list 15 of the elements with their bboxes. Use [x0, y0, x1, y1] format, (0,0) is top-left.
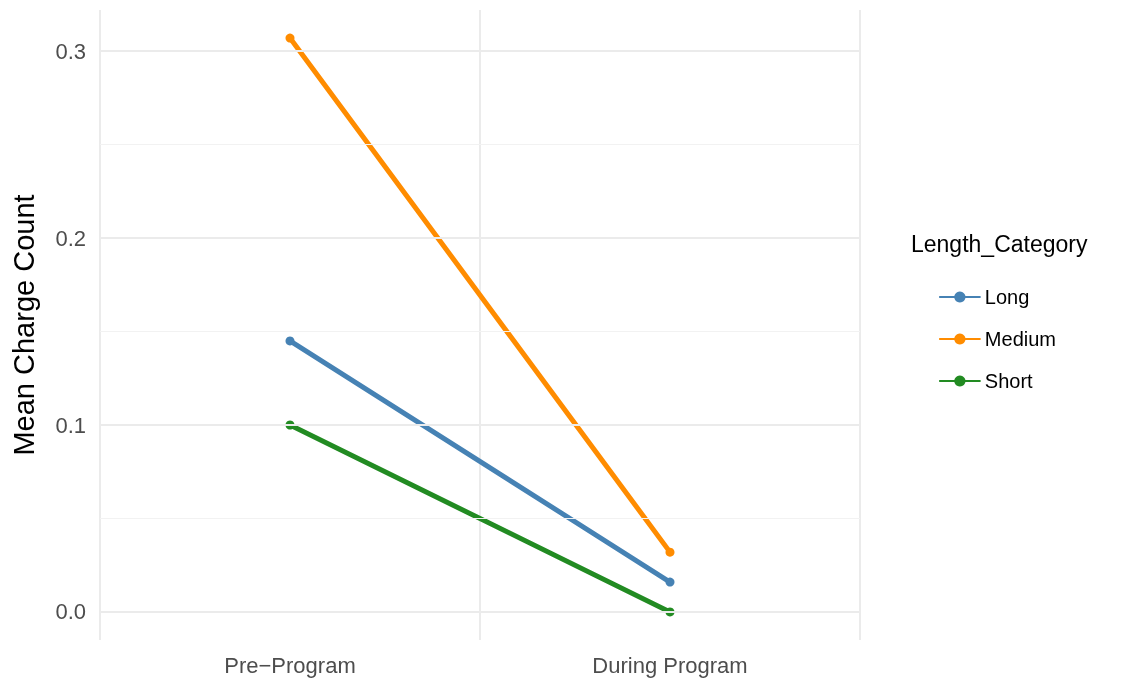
point [285, 336, 295, 346]
legend-title: Length_Category [911, 230, 1088, 257]
point [665, 547, 675, 557]
y-tick-label: 0.3 [55, 38, 86, 64]
y-axis-title: Mean Charge Count [7, 194, 40, 456]
legend-label: Long [984, 286, 1030, 308]
x-tick-label: During Program [592, 652, 748, 678]
y-tick-label: 0.1 [55, 412, 86, 438]
point [285, 33, 295, 43]
legend-label: Short [984, 370, 1034, 392]
y-tick-label: 0.0 [55, 599, 86, 625]
point [665, 577, 675, 587]
y-tick-label: 0.2 [55, 225, 86, 251]
x-tick-label: Pre−Program [224, 652, 356, 678]
legend-label: Medium [984, 328, 1057, 350]
